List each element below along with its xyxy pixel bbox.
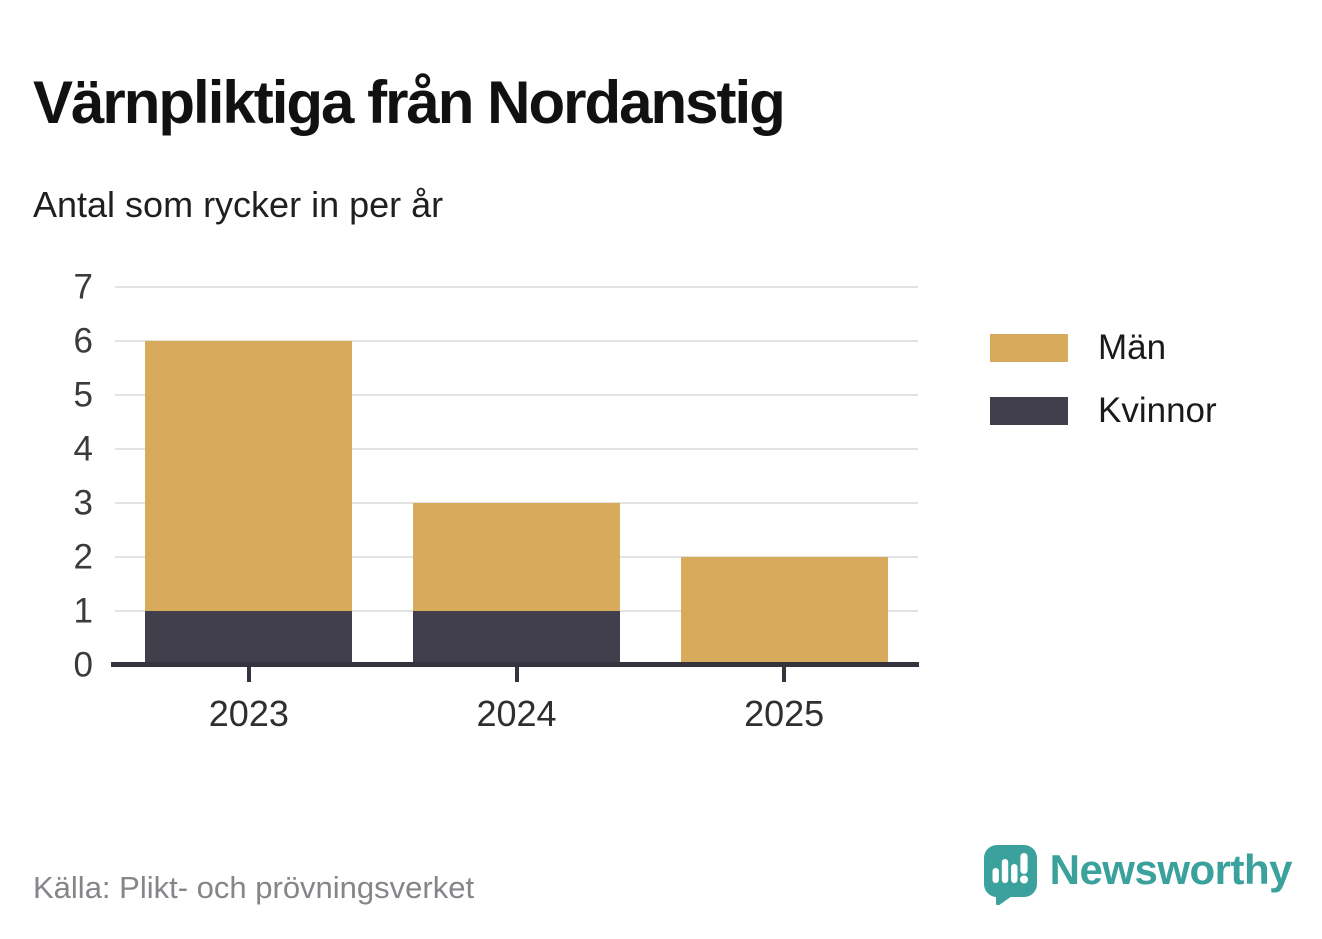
bar-segment-2023-män — [145, 341, 353, 611]
gridline — [115, 340, 918, 342]
legend-label-man: Män — [1098, 328, 1167, 367]
legend-item-man: Män — [990, 330, 1217, 365]
chart-subtitle: Antal som rycker in per år — [33, 184, 444, 225]
x-axis-label: 2023 — [208, 693, 289, 734]
y-tick-label: 2 — [73, 537, 93, 577]
y-tick-label: 7 — [73, 267, 93, 307]
legend-label-kvinnor: Kvinnor — [1098, 391, 1217, 430]
gridline — [115, 394, 918, 396]
bar-segment-2023-kvinnor — [145, 611, 353, 665]
legend-swatch-kvinnor — [990, 396, 1068, 425]
x-axis-tick — [514, 667, 519, 682]
y-tick-label: 1 — [73, 591, 93, 631]
x-axis-line — [111, 662, 919, 667]
x-axis-label: 2025 — [744, 693, 825, 734]
legend-swatch-man — [990, 333, 1068, 362]
gridline — [115, 286, 918, 288]
bar-segment-2025-män — [680, 557, 888, 665]
y-tick-label: 0 — [73, 645, 93, 685]
bar-segment-2024-kvinnor — [412, 611, 621, 665]
legend: Män Kvinnor — [990, 330, 1217, 456]
plot-area: 2023 2024 2025 — [111, 286, 919, 734]
brand-name: Newsworthy — [1049, 846, 1293, 893]
y-tick-label: 5 — [73, 375, 93, 415]
x-axis-label: 2024 — [476, 693, 557, 734]
y-tick-label: 6 — [73, 321, 93, 361]
y-tick-label: 4 — [73, 429, 93, 469]
x-axis-tick — [246, 667, 251, 682]
y-axis-labels: 0 1 2 3 4 5 6 7 — [50, 270, 103, 683]
gridline — [115, 448, 918, 450]
brand-logo-group: Newsworthy — [983, 845, 1293, 905]
bar-segment-2024-män — [412, 503, 621, 611]
chart-title: Värnpliktiga från Nordanstig — [33, 69, 786, 137]
legend-item-kvinnor: Kvinnor — [990, 393, 1217, 428]
x-axis-tick — [782, 667, 787, 682]
y-tick-label: 3 — [73, 483, 93, 523]
newsworthy-logo-icon — [983, 845, 1037, 905]
source-text: Källa: Plikt- och prövningsverket — [33, 870, 475, 905]
